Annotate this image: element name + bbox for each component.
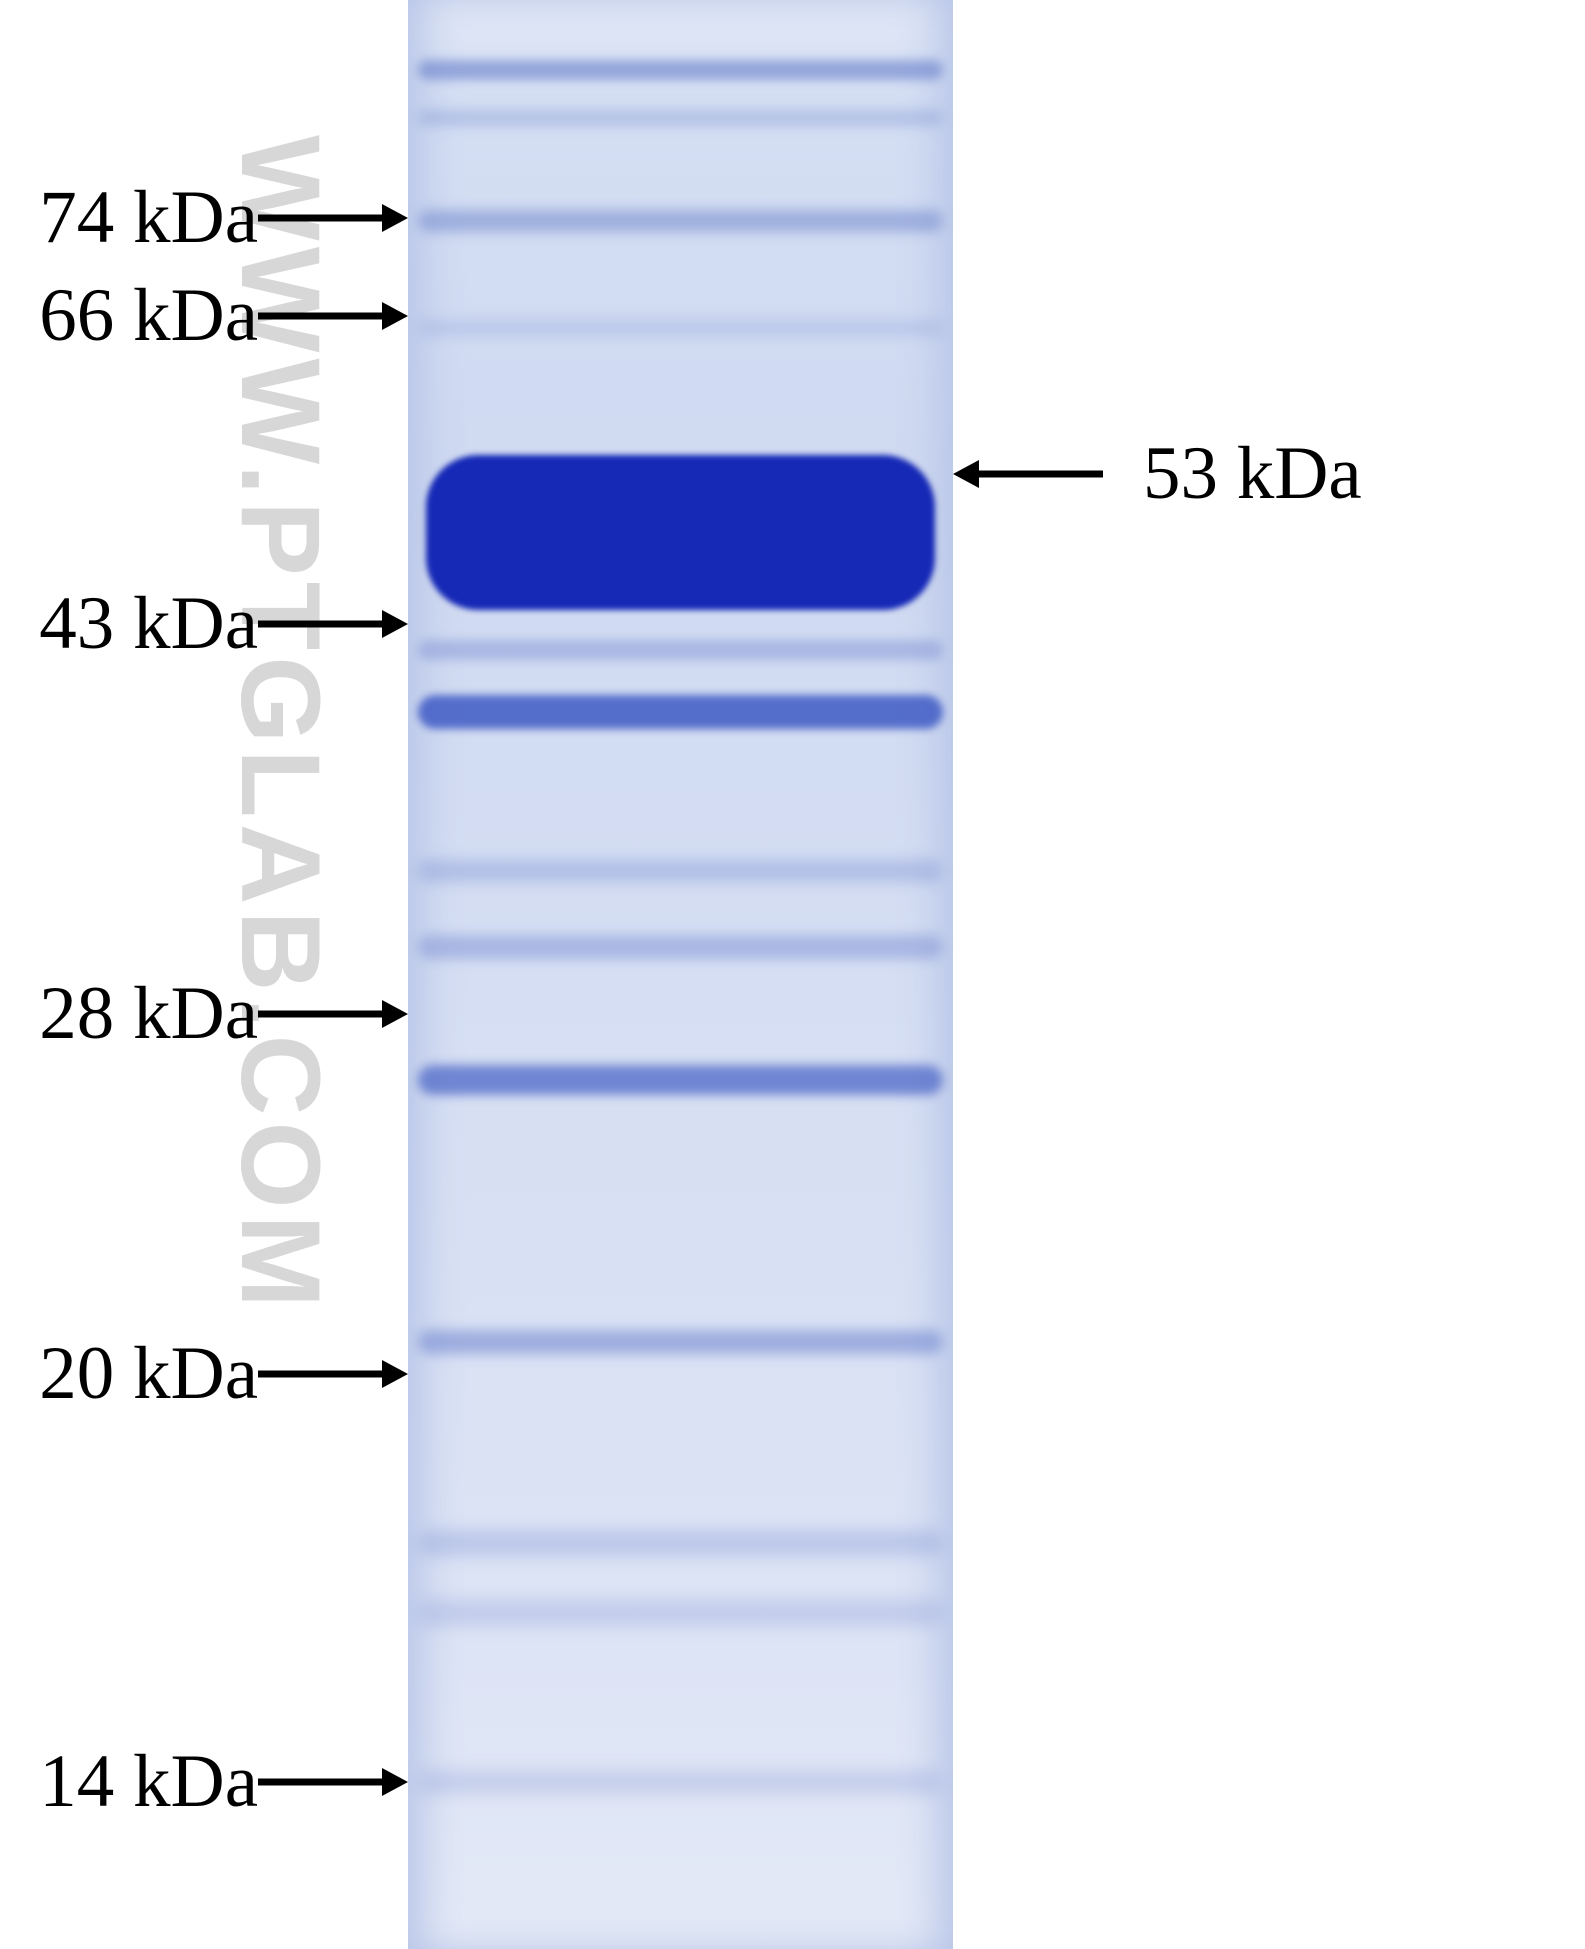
right-marker-labels: 53 kDa [0, 0, 1585, 1949]
marker-label: 53 kDa [953, 437, 1585, 512]
marker-text: 53 kDa [1143, 431, 1362, 517]
arrow-left-icon [953, 448, 1103, 500]
